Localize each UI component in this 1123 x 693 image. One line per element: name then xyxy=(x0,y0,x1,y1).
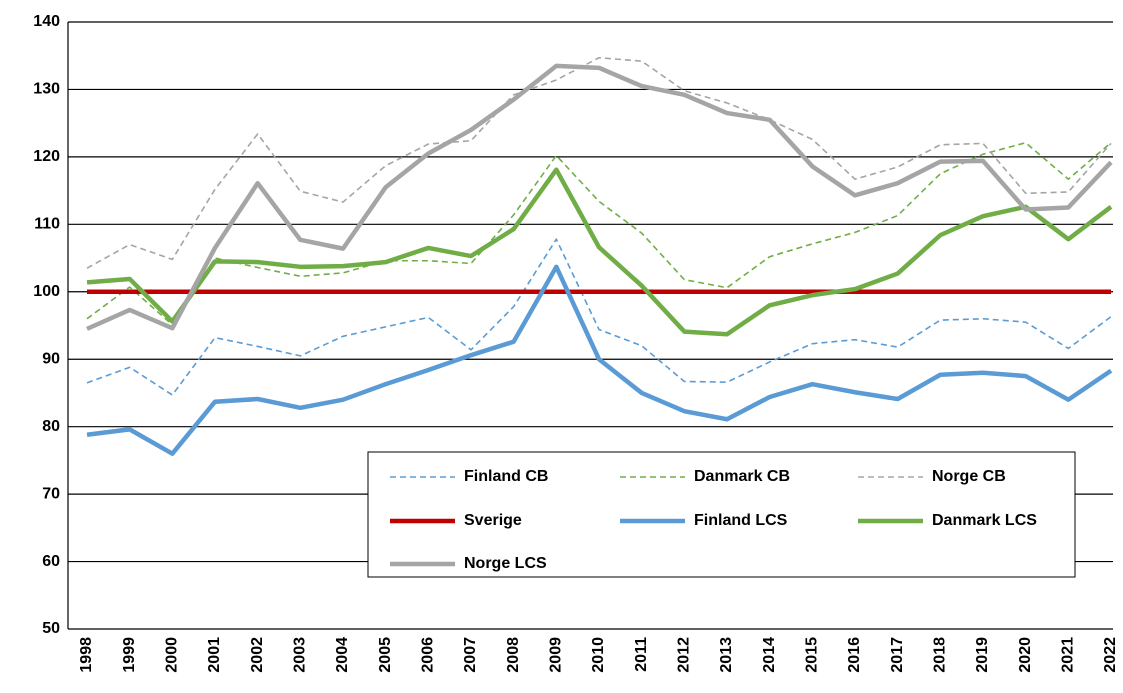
y-tick-label: 140 xyxy=(33,13,60,30)
x-tick-label: 2016 xyxy=(846,637,863,673)
x-tick-label: 2012 xyxy=(676,637,693,673)
x-tick-label: 2006 xyxy=(420,637,437,673)
y-tick-label: 130 xyxy=(33,81,60,98)
x-tick-label: 2008 xyxy=(505,637,522,673)
series-line xyxy=(86,63,1113,331)
legend-box xyxy=(367,451,1076,578)
x-tick-label: 2004 xyxy=(334,637,351,673)
x-tick-label: 2000 xyxy=(164,637,181,673)
x-tick-label: 2013 xyxy=(718,637,735,673)
y-tick-label: 50 xyxy=(42,620,60,637)
y-tick-label: 70 xyxy=(42,485,60,502)
legend-label: Finland LCS xyxy=(694,512,788,529)
x-tick-label: 2002 xyxy=(249,637,266,673)
y-tick-label: 100 xyxy=(33,283,60,300)
x-tick-label: 2021 xyxy=(1060,637,1077,673)
legend-label: Finland CB xyxy=(464,468,548,485)
series-line xyxy=(86,264,1113,456)
x-tick-label: 1998 xyxy=(78,637,95,673)
series-line xyxy=(86,167,1113,337)
x-tick-label: 2022 xyxy=(1102,637,1119,673)
x-tick-label: 2007 xyxy=(462,637,479,673)
legend-label: Norge CB xyxy=(932,468,1006,485)
x-tick-label: 2014 xyxy=(761,637,778,673)
y-tick-label: 120 xyxy=(33,148,60,165)
y-tick-label: 60 xyxy=(42,553,60,570)
x-tick-label: 2011 xyxy=(633,637,650,672)
x-tick-label: 2020 xyxy=(1017,637,1034,673)
x-tick-label: 1999 xyxy=(121,637,138,673)
series-line xyxy=(86,238,1112,396)
x-tick-label: 2003 xyxy=(292,637,309,673)
y-tick-label: 80 xyxy=(42,418,60,435)
x-tick-label: 2015 xyxy=(804,637,821,673)
x-tick-label: 2009 xyxy=(548,637,565,673)
legend-label: Norge LCS xyxy=(464,555,547,572)
legend-label: Danmark LCS xyxy=(932,512,1037,529)
legend-label: Sverige xyxy=(464,512,522,529)
x-tick-label: 2001 xyxy=(206,637,223,673)
legend-label: Danmark CB xyxy=(694,468,790,485)
x-tick-label: 2010 xyxy=(590,637,607,673)
series-line xyxy=(86,141,1112,326)
legend: Finland CB Danmark CB Norge CB Sverige Finla… xyxy=(367,451,1076,578)
x-tick-label: 2018 xyxy=(932,637,949,673)
y-tick-label: 110 xyxy=(34,216,60,233)
x-tick-label: 2005 xyxy=(377,637,394,673)
x-tick-label: 2017 xyxy=(889,637,906,673)
series-line xyxy=(86,56,1112,269)
y-tick-label: 90 xyxy=(42,350,60,367)
x-tick-label: 2019 xyxy=(974,637,991,673)
